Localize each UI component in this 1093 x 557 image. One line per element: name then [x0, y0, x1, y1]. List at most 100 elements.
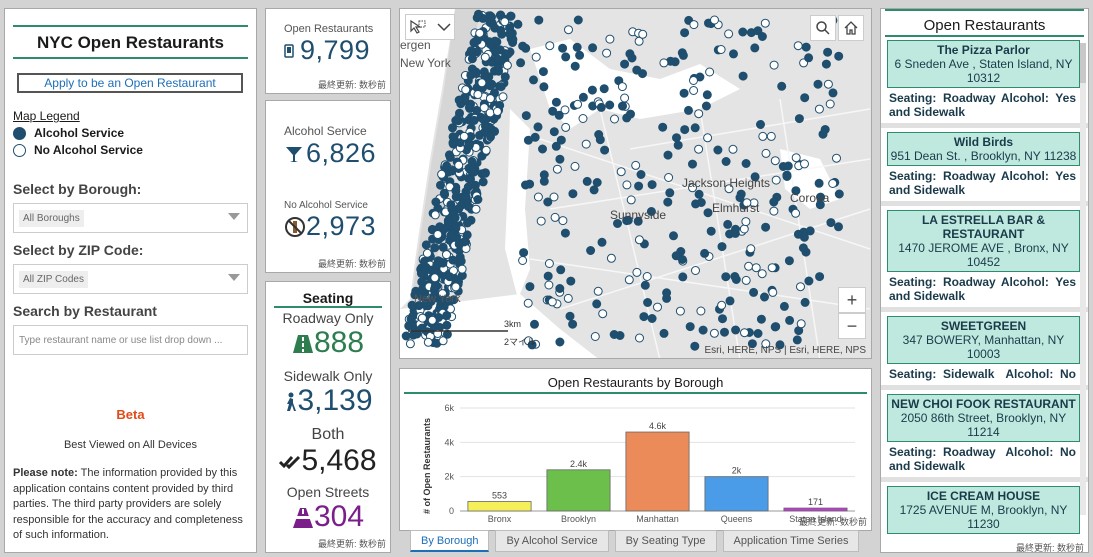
restaurant-marker[interactable]	[473, 90, 483, 99]
restaurant-marker[interactable]	[539, 170, 549, 180]
restaurant-marker[interactable]	[800, 159, 809, 169]
restaurant-marker[interactable]	[587, 85, 597, 95]
restaurant-marker[interactable]	[438, 336, 448, 346]
restaurant-marker[interactable]	[451, 186, 461, 196]
restaurant-marker[interactable]	[530, 319, 539, 329]
restaurant-marker[interactable]	[560, 228, 570, 238]
restaurant-markers[interactable]	[401, 9, 844, 351]
restaurant-marker[interactable]	[724, 29, 734, 39]
restaurant-marker[interactable]	[485, 94, 495, 104]
restaurant-marker[interactable]	[492, 46, 502, 56]
restaurant-marker[interactable]	[533, 192, 543, 202]
restaurant-marker[interactable]	[741, 159, 751, 168]
restaurant-marker[interactable]	[498, 92, 508, 102]
restaurant-marker[interactable]	[543, 271, 553, 281]
restaurant-marker[interactable]	[455, 138, 465, 148]
card-header[interactable]: NEW CHOI FOOK RESTAURANT 2050 86th Street…	[887, 394, 1080, 442]
restaurant-marker[interactable]	[826, 218, 836, 228]
restaurant-marker[interactable]	[627, 53, 637, 63]
restaurant-marker[interactable]	[549, 192, 559, 202]
restaurant-marker[interactable]	[729, 49, 738, 59]
restaurant-marker[interactable]	[804, 276, 814, 286]
restaurant-marker[interactable]	[633, 216, 643, 226]
restaurant-marker[interactable]	[568, 319, 578, 329]
restaurant-marker[interactable]	[461, 85, 471, 95]
restaurant-marker[interactable]	[794, 114, 804, 124]
restaurant-marker[interactable]	[616, 167, 626, 177]
restaurant-marker[interactable]	[549, 127, 559, 137]
restaurant-marker[interactable]	[634, 235, 644, 245]
zoom-in-button[interactable]: +	[838, 287, 866, 313]
restaurant-marker[interactable]	[703, 208, 713, 218]
restaurant-marker[interactable]	[718, 314, 727, 324]
restaurant-marker[interactable]	[653, 302, 662, 312]
restaurant-marker[interactable]	[663, 197, 673, 207]
restaurant-marker[interactable]	[702, 90, 712, 100]
restaurant-marker[interactable]	[439, 188, 449, 198]
restaurant-marker[interactable]	[454, 95, 464, 105]
restaurant-marker[interactable]	[461, 192, 471, 202]
restaurant-marker[interactable]	[548, 106, 558, 116]
restaurant-marker[interactable]	[723, 219, 733, 229]
restaurant-marker[interactable]	[828, 179, 838, 188]
restaurant-marker[interactable]	[694, 189, 704, 199]
restaurant-marker[interactable]	[573, 15, 583, 25]
restaurant-marker[interactable]	[680, 28, 690, 38]
restaurant-marker[interactable]	[438, 295, 448, 305]
restaurant-marker[interactable]	[706, 226, 716, 236]
card-header[interactable]: The Pizza Parlor 6 Sneden Ave , Staten Is…	[887, 40, 1080, 88]
restaurant-marker[interactable]	[477, 78, 487, 88]
restaurant-marker[interactable]	[500, 17, 510, 27]
restaurant-marker[interactable]	[481, 145, 491, 155]
restaurant-marker[interactable]	[834, 222, 843, 232]
restaurant-card[interactable]: SWEETGREEN 347 BOWERY, Manhattan, NY 1000…	[881, 316, 1088, 390]
restaurant-marker[interactable]	[475, 28, 485, 38]
restaurant-marker[interactable]	[595, 135, 605, 145]
restaurant-marker[interactable]	[626, 195, 636, 205]
restaurant-marker[interactable]	[701, 101, 711, 111]
restaurant-marker[interactable]	[770, 156, 780, 166]
restaurant-marker[interactable]	[421, 262, 431, 272]
restaurant-marker[interactable]	[561, 122, 571, 132]
restaurant-marker[interactable]	[454, 116, 463, 126]
restaurant-marker[interactable]	[636, 170, 646, 179]
restaurant-marker[interactable]	[705, 67, 715, 77]
restaurant-marker[interactable]	[741, 217, 751, 227]
restaurant-marker[interactable]	[796, 282, 805, 292]
restaurant-marker[interactable]	[478, 177, 488, 187]
restaurant-marker[interactable]	[525, 282, 535, 292]
restaurant-marker[interactable]	[442, 250, 451, 260]
restaurant-marker[interactable]	[582, 176, 592, 186]
restaurant-marker[interactable]	[496, 82, 506, 92]
restaurant-marker[interactable]	[624, 275, 634, 285]
zip-select[interactable]: All ZIP Codes	[13, 264, 248, 294]
restaurant-marker[interactable]	[462, 218, 472, 228]
restaurant-marker[interactable]	[523, 298, 533, 308]
restaurant-marker[interactable]	[731, 224, 740, 234]
restaurant-marker[interactable]	[639, 312, 649, 322]
restaurant-marker[interactable]	[646, 207, 656, 216]
restaurant-marker[interactable]	[823, 79, 833, 89]
restaurant-marker[interactable]	[563, 293, 573, 303]
restaurant-marker[interactable]	[694, 144, 704, 154]
restaurant-marker[interactable]	[631, 160, 641, 170]
bar-queens[interactable]	[704, 476, 769, 512]
restaurant-marker[interactable]	[448, 255, 458, 265]
restaurant-marker[interactable]	[417, 313, 427, 323]
restaurant-marker[interactable]	[814, 178, 824, 188]
restaurant-marker[interactable]	[464, 102, 474, 112]
restaurant-marker[interactable]	[791, 208, 801, 218]
restaurant-marker[interactable]	[758, 131, 768, 141]
restaurant-marker[interactable]	[588, 43, 598, 53]
restaurant-marker[interactable]	[416, 269, 426, 278]
restaurant-marker[interactable]	[741, 275, 751, 285]
restaurant-marker[interactable]	[815, 200, 825, 210]
restaurant-marker[interactable]	[698, 325, 708, 335]
restaurant-marker[interactable]	[609, 330, 619, 339]
restaurant-marker[interactable]	[771, 175, 781, 185]
restaurant-marker[interactable]	[404, 321, 414, 331]
restaurant-marker[interactable]	[756, 120, 765, 129]
restaurant-marker[interactable]	[450, 213, 460, 223]
restaurant-marker[interactable]	[543, 197, 553, 207]
map-canvas[interactable]: ergen New York Jackson Heights Elmhurst …	[400, 9, 872, 359]
